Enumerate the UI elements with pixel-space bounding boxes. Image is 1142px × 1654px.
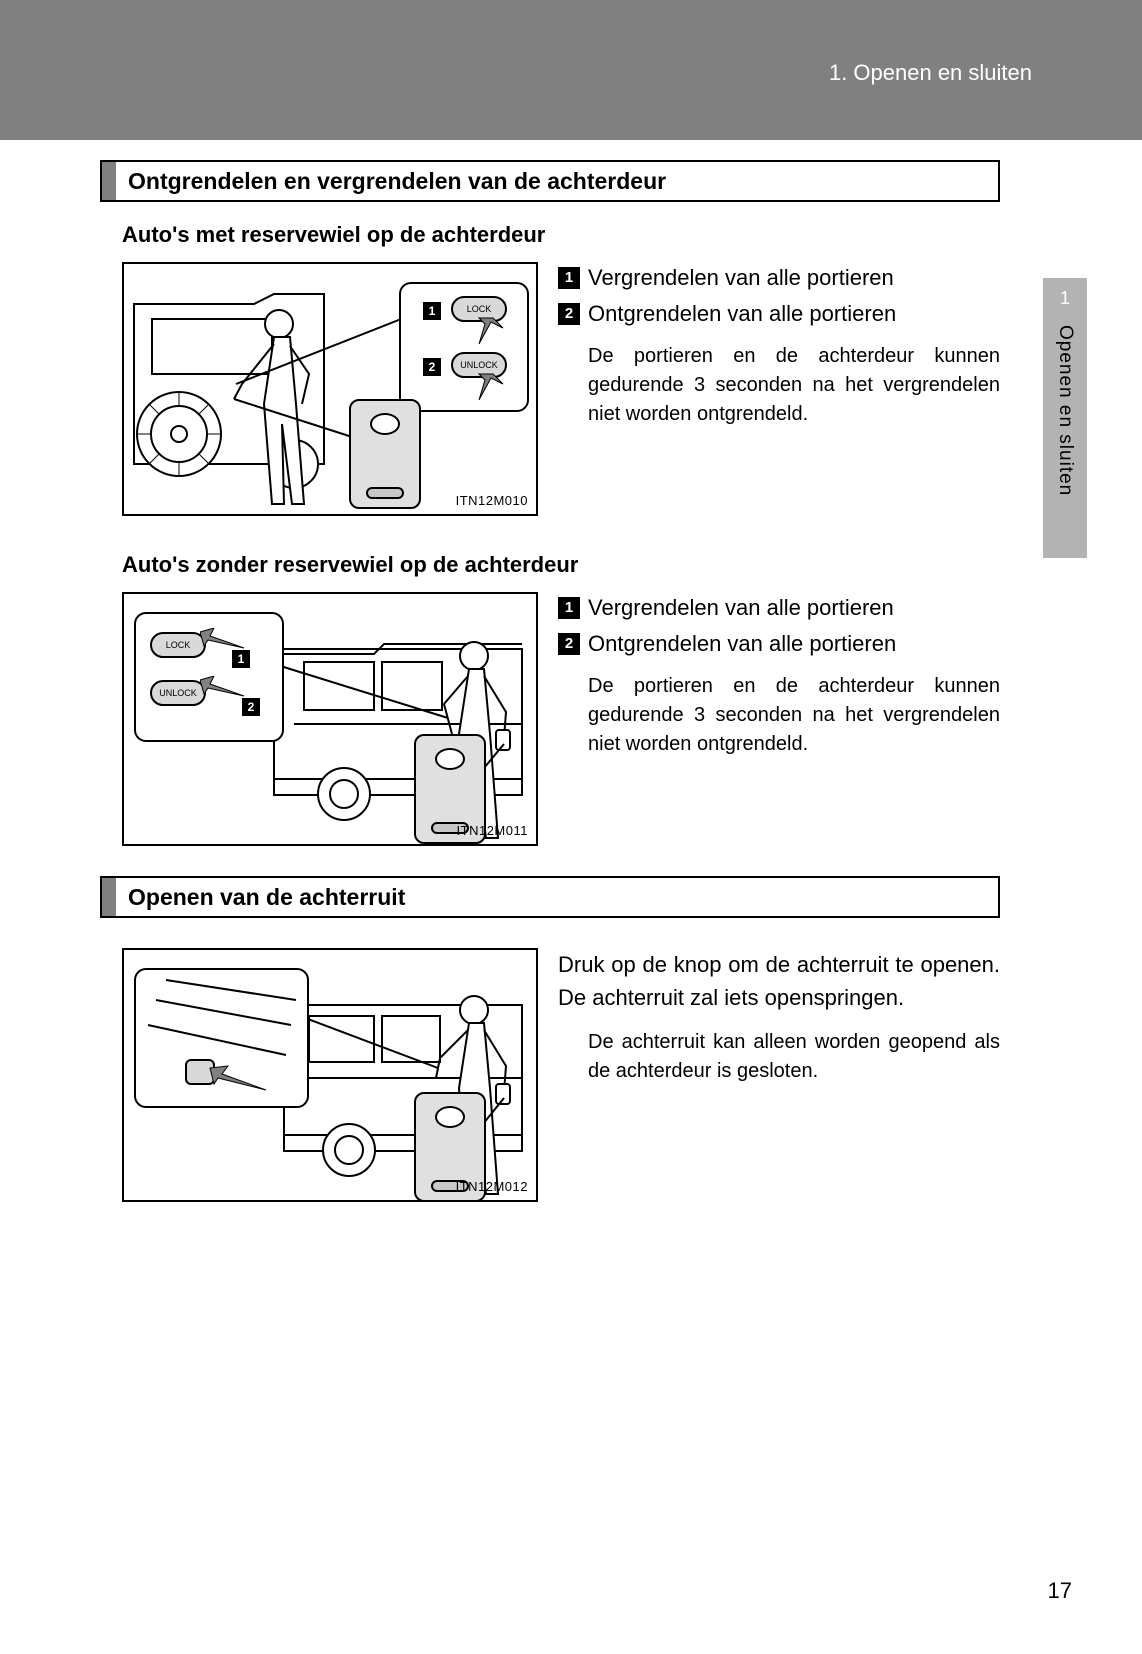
item-text: Vergrendelen van alle portieren <box>588 262 894 294</box>
figure-without-spare: LOCK 1 UNLOCK 2 ITN12M011 <box>122 592 538 846</box>
text-col-c: Druk op de knop om de achterruit te open… <box>558 948 1000 1202</box>
side-tab-number: 1 <box>1060 288 1070 309</box>
figure-code-c: ITN12M012 <box>456 1179 528 1194</box>
callout-badge-1: 1 <box>232 650 250 668</box>
list-item: 1 Vergrendelen van alle portieren <box>558 262 1000 294</box>
item-text: Vergrendelen van alle portieren <box>588 592 894 624</box>
callout-buttons-b: LOCK 1 UNLOCK 2 <box>134 612 284 742</box>
note-text-a: De portieren en de achterdeur kunnen ged… <box>588 342 1000 429</box>
note-text-b: De portieren en de achterdeur kunnen ged… <box>588 672 1000 759</box>
list-item: 2 Ontgrendelen van alle portieren <box>558 298 1000 330</box>
num-badge-2: 2 <box>558 633 580 655</box>
figure-with-spare: LOCK 1 UNLOCK 2 ITN12M010 <box>122 262 538 516</box>
block-rear-window: ITN12M012 Druk op de knop om de achterru… <box>122 948 1000 1202</box>
num-badge-1: 1 <box>558 597 580 619</box>
callout-badge-2: 2 <box>242 698 260 716</box>
figure-code-b: ITN12M011 <box>457 823 528 838</box>
item-text: Ontgrendelen van alle portieren <box>588 628 896 660</box>
num-badge-2: 2 <box>558 303 580 325</box>
section-header-open-window: Openen van de achterruit <box>100 876 1000 918</box>
rear-window-callout-svg <box>136 970 311 1110</box>
subheading-with-spare: Auto's met reservewiel op de achterdeur <box>122 222 1000 248</box>
side-tab-label: Openen en sluiten <box>1054 325 1076 496</box>
callout-buttons-a: LOCK 1 UNLOCK 2 <box>399 282 529 412</box>
page-number: 17 <box>1048 1578 1072 1604</box>
arrow-up-icon <box>449 316 509 348</box>
sub-note: De achterruit kan alleen worden geopend … <box>588 1028 1000 1086</box>
figure-rear-window: ITN12M012 <box>122 948 538 1202</box>
section-header-unlock-lock: Ontgrendelen en vergrendelen van de acht… <box>100 160 1000 202</box>
subheading-without-spare: Auto's zonder reservewiel op de achterde… <box>122 552 1000 578</box>
arrow-up-icon <box>449 372 509 404</box>
lock-button-pill: LOCK <box>150 632 206 658</box>
key-fob-icon <box>349 399 421 509</box>
callout-badge-1: 1 <box>423 302 441 320</box>
main-paragraph: Druk op de knop om de achterruit te open… <box>558 948 1000 1014</box>
page-content: Ontgrendelen en vergrendelen van de acht… <box>100 160 1000 1238</box>
block-with-spare: LOCK 1 UNLOCK 2 ITN12M010 1 Vergrendelen… <box>122 262 1000 516</box>
section-header-accent <box>102 162 116 200</box>
item-text: Ontgrendelen van alle portieren <box>588 298 896 330</box>
list-item: 2 Ontgrendelen van alle portieren <box>558 628 1000 660</box>
figure-code-a: ITN12M010 <box>456 493 528 508</box>
section-header-title: Openen van de achterruit <box>128 884 405 911</box>
side-chapter-tab: 1 Openen en sluiten <box>1043 278 1087 558</box>
block-without-spare: LOCK 1 UNLOCK 2 ITN12M011 1 Vergrendelen… <box>122 592 1000 846</box>
callout-badge-2: 2 <box>423 358 441 376</box>
header-breadcrumb: 1. Openen en sluiten <box>829 60 1032 86</box>
text-col-a: 1 Vergrendelen van alle portieren 2 Ontg… <box>558 262 1000 516</box>
num-badge-1: 1 <box>558 267 580 289</box>
section-header-accent <box>102 878 116 916</box>
list-item: 1 Vergrendelen van alle portieren <box>558 592 1000 624</box>
callout-rear-window <box>134 968 309 1108</box>
text-col-b: 1 Vergrendelen van alle portieren 2 Ontg… <box>558 592 1000 846</box>
section-header-title: Ontgrendelen en vergrendelen van de acht… <box>128 168 666 195</box>
unlock-button-pill: UNLOCK <box>150 680 206 706</box>
